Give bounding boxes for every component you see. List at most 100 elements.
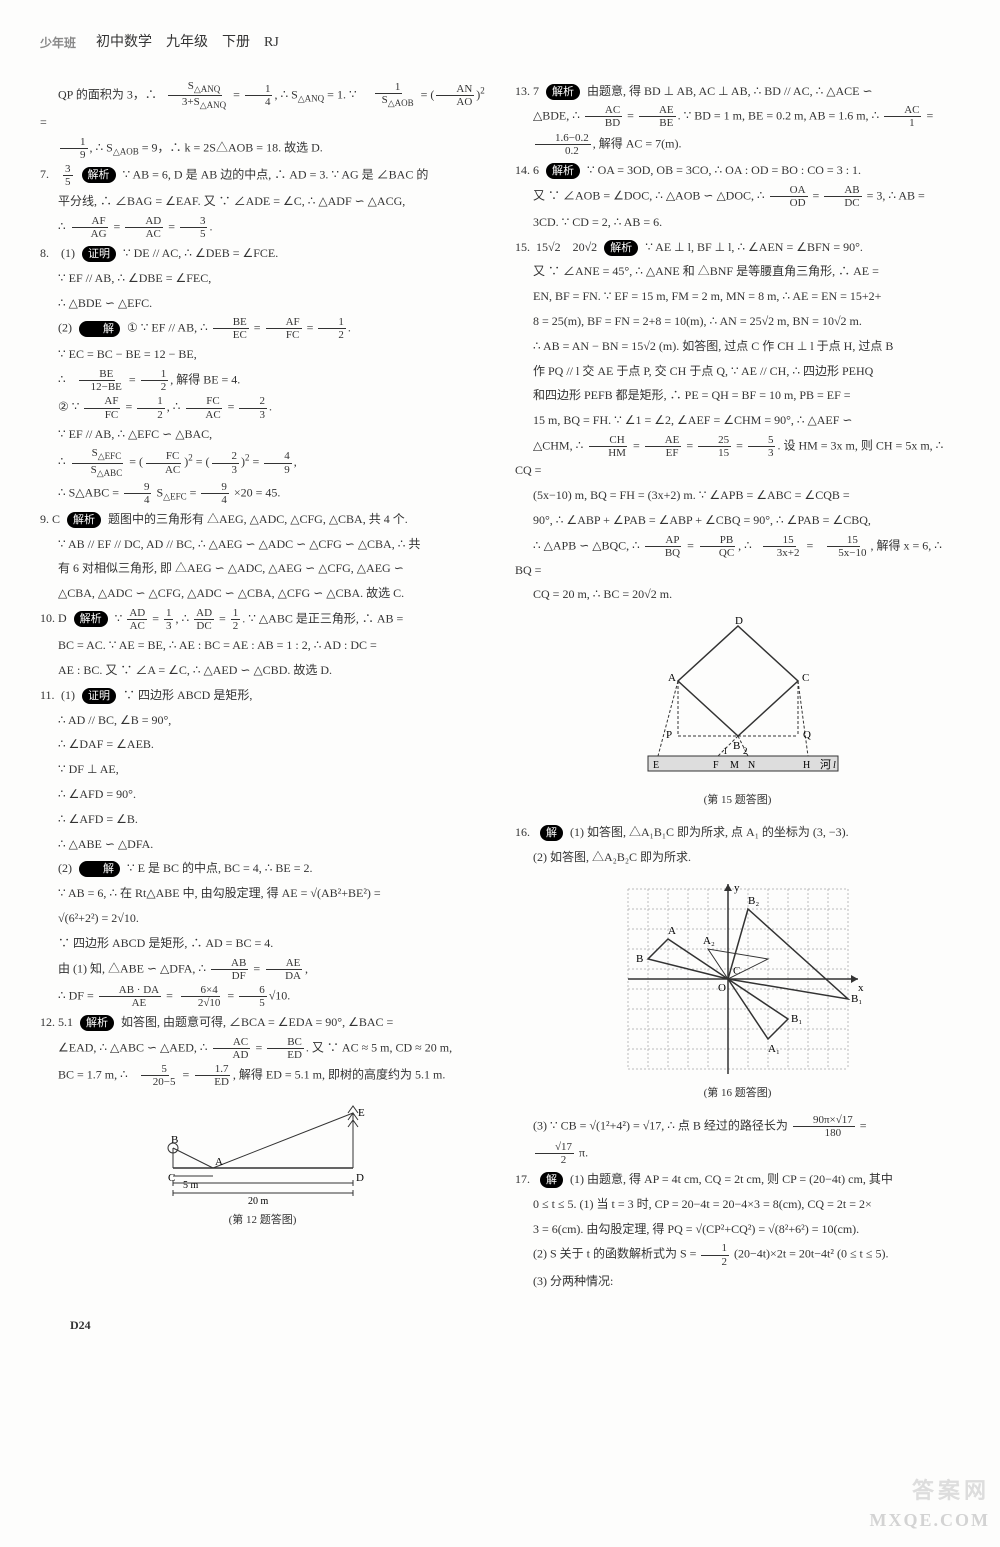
text-line: 8 = 25(m), BF = FN = 2+8 = 10(m), ∴ AN =…	[515, 310, 960, 333]
text-line: √(6²+2²) = 2√10.	[40, 907, 485, 930]
right-column: 13. 7 解析 由题意, 得 BD ⊥ AB, AC ⊥ AB, ∴ BD /…	[515, 80, 960, 1295]
item-number: 11.	[40, 684, 58, 707]
fraction: ADDC	[194, 607, 214, 632]
item-8: 8. (1) 证明 ∵ DE // AC, ∴ ∠DEB = ∠FCE.	[40, 242, 485, 265]
text: ∵ AE ⊥ l, BF ⊥ l, ∴ ∠AEN = ∠BFN = 90°.	[645, 240, 863, 254]
text-line: ∠EAD, ∴ △ABC ∽ △AED, ∴ ACAD = BCED. 又 ∵ …	[40, 1036, 485, 1061]
svg-text:C: C	[802, 672, 809, 684]
svg-text:E: E	[653, 760, 659, 771]
text: ∴	[58, 219, 66, 233]
svg-text:B: B	[171, 1134, 178, 1146]
text-line: (2) S 关于 t 的函数解析式为 S = 12 (20−4t)×2t = 2…	[515, 1242, 960, 1267]
fraction: AEEF	[645, 434, 682, 459]
fraction: APBQ	[645, 534, 682, 559]
text: ∴ DF =	[58, 988, 94, 1002]
figure-16-svg: x y O A B C A₁ B₁ B₂ B₁ A₂	[608, 879, 868, 1079]
text-line: ∴ S△EFCS△ABC = (FCAC)2 = (23)2 = 49,	[40, 447, 485, 478]
fraction: ACBD	[585, 104, 622, 129]
text-line: ∵ 四边形 ABCD 是矩形, ∴ AD = BC = 4.	[40, 932, 485, 955]
text-line: ∴ △ABE ∽ △DFA.	[40, 833, 485, 856]
fraction: BE12−BE	[71, 368, 124, 393]
item-7: 7. 35 解析 ∵ AB = 6, D 是 AB 边的中点, ∴ AD = 3…	[40, 163, 485, 188]
fraction: 155x−10	[818, 534, 868, 559]
item-11: 11. (1) 证明 ∵ 四边形 ABCD 是矩形,	[40, 684, 485, 707]
fraction: FCAC	[145, 450, 182, 475]
fraction: S△ANQ3+S△ANQ	[162, 80, 228, 111]
fraction: 2515	[698, 434, 731, 459]
item-15: 15. 15√2 20√2 解析 ∵ AE ⊥ l, BF ⊥ l, ∴ ∠AE…	[515, 236, 960, 259]
tag-jiexi: 解析	[67, 512, 101, 528]
svg-text:y: y	[734, 882, 740, 894]
tag-jiexi: 解析	[604, 240, 638, 256]
tag-jiexi: 解析	[546, 84, 580, 100]
item-number: 10. D	[40, 607, 67, 630]
svg-text:E: E	[358, 1107, 365, 1119]
text-line: 又 ∵ ∠ANE = 45°, ∴ △ANE 和 △BNF 是等腰直角三角形, …	[515, 260, 960, 283]
text-line: ∴ AD // BC, ∠B = 90°,	[40, 709, 485, 732]
svg-text:N: N	[748, 760, 755, 771]
fraction: 520−5	[133, 1063, 178, 1088]
tag-jie: 解	[540, 825, 563, 841]
text-line: 作 PQ // l 交 AE 于点 P, 交 CH 于点 Q, ∵ AE // …	[515, 360, 960, 383]
fraction: √172	[535, 1141, 574, 1166]
text-line: ∴ S△ABC = 94 S△EFC = 94 ×20 = 45.	[40, 481, 485, 506]
fraction: ANAO	[436, 83, 474, 108]
svg-text:A₂: A₂	[703, 935, 715, 947]
text-line: √172 π.	[515, 1141, 960, 1166]
text: ∵ E 是 BC 的中点, BC = 4, ∴ BE = 2.	[127, 861, 313, 875]
svg-text:C: C	[168, 1172, 175, 1184]
svg-text:B₁: B₁	[791, 1013, 802, 1025]
fraction: 23	[212, 450, 240, 475]
svg-text:H: H	[803, 760, 810, 771]
item-number: 17.	[515, 1168, 533, 1191]
text-line: △BDE, ∴ ACBD = AEBE. ∵ BD = 1 m, BE = 0.…	[515, 104, 960, 129]
text-line: ② ∵ AFFC = 12, ∴ FCAC = 23.	[40, 395, 485, 420]
text: (3) ∵ CB = √(1²+4²) = √17, ∴ 点 B 经过的路径长为	[533, 1118, 788, 1132]
svg-text:A₁: A₁	[768, 1043, 780, 1055]
text: (2)	[58, 321, 72, 335]
text-line: QP 的面积为 3，∴ S△ANQ3+S△ANQ = 14, ∴ S△ANQ =…	[40, 80, 485, 134]
text-line: (2) 如答图, △A₂B₂C 即为所求.	[515, 846, 960, 869]
left-column: QP 的面积为 3，∴ S△ANQ3+S△ANQ = 14, ∴ S△ANQ =…	[40, 80, 485, 1295]
text: 如答图, 由题意可得, ∠BCA = ∠EDA = 90°, ∠BAC =	[121, 1015, 393, 1029]
text: 由题意, 得 BD ⊥ AB, AC ⊥ AB, ∴ BD // AC, ∴ △…	[587, 84, 873, 98]
fraction: 1.6−0.20.2	[535, 132, 591, 157]
text-line: 有 6 对相似三角形, 即 △AEG ∽ △ADC, △AEG ∽ △CFG, …	[40, 557, 485, 580]
tag-jie: 解	[79, 321, 120, 337]
text-line: CQ = 20 m, ∴ BC = 20√2 m.	[515, 583, 960, 606]
svg-text:P: P	[666, 729, 672, 741]
figure-16: x y O A B C A₁ B₁ B₂ B₁ A₂ (第 16 题答图)	[515, 879, 960, 1104]
text-line: 1.6−0.20.2, 解得 AC = 7(m).	[515, 132, 960, 157]
figure-16-caption: (第 16 题答图)	[515, 1083, 960, 1104]
fraction: 153x+2	[757, 534, 802, 559]
text: 又 ∵ ∠AOB = ∠DOC, ∴ △AOB ∽ △DOC, ∴	[533, 188, 765, 202]
text-line: ∵ DF ⊥ AE,	[40, 758, 485, 781]
text-line: ∴ ∠AFD = 90°.	[40, 783, 485, 806]
text: 由 (1) 知, △ABE ∽ △DFA, ∴	[58, 961, 206, 975]
fraction: 65	[239, 984, 267, 1009]
svg-text:O: O	[718, 982, 726, 994]
item-10: 10. D 解析 ∵ ADAC = 13, ∴ ADDC = 12. ∵ △AB…	[40, 607, 485, 632]
text-line: ∴ AFAG = ADAC = 35.	[40, 215, 485, 240]
fraction: BEEC	[213, 316, 249, 341]
svg-text:5 m: 5 m	[183, 1180, 199, 1188]
figure-15: 河 D A C B P Q E F M N	[515, 616, 960, 811]
text: 解得 AC = 7(m).	[599, 136, 682, 150]
svg-text:A: A	[668, 672, 676, 684]
text: QP 的面积为 3，∴	[58, 87, 157, 101]
svg-text:河: 河	[820, 758, 831, 771]
fraction: ABDC	[824, 184, 861, 209]
text-line: ∵ AB // EF // DC, AD // BC, ∴ △AEG ∽ △AD…	[40, 533, 485, 556]
tag-jie: 解	[79, 861, 120, 877]
fraction: AEDA	[265, 957, 303, 982]
svg-text:B₂: B₂	[748, 895, 759, 907]
item-17: 17. 解 (1) 由题意, 得 AP = 4t cm, CQ = 2t cm,…	[515, 1168, 960, 1191]
tag-jiexi: 解析	[74, 611, 108, 627]
text: (20−4t)×2t = 20t−4t² (0 ≤ t ≤ 5).	[734, 1247, 889, 1261]
svg-text:B: B	[733, 740, 740, 752]
header-title: 初中数学 九年级 下册 RJ	[96, 30, 279, 57]
fraction: 90π×√17180	[793, 1114, 855, 1139]
text: 又 ∵ AC ≈ 5 m, CD ≈ 20 m,	[312, 1040, 452, 1054]
fraction: CHHM	[588, 434, 628, 459]
text-line: EN, BF = FN. ∵ EF = 15 m, FM = 2 m, MN =…	[515, 285, 960, 308]
